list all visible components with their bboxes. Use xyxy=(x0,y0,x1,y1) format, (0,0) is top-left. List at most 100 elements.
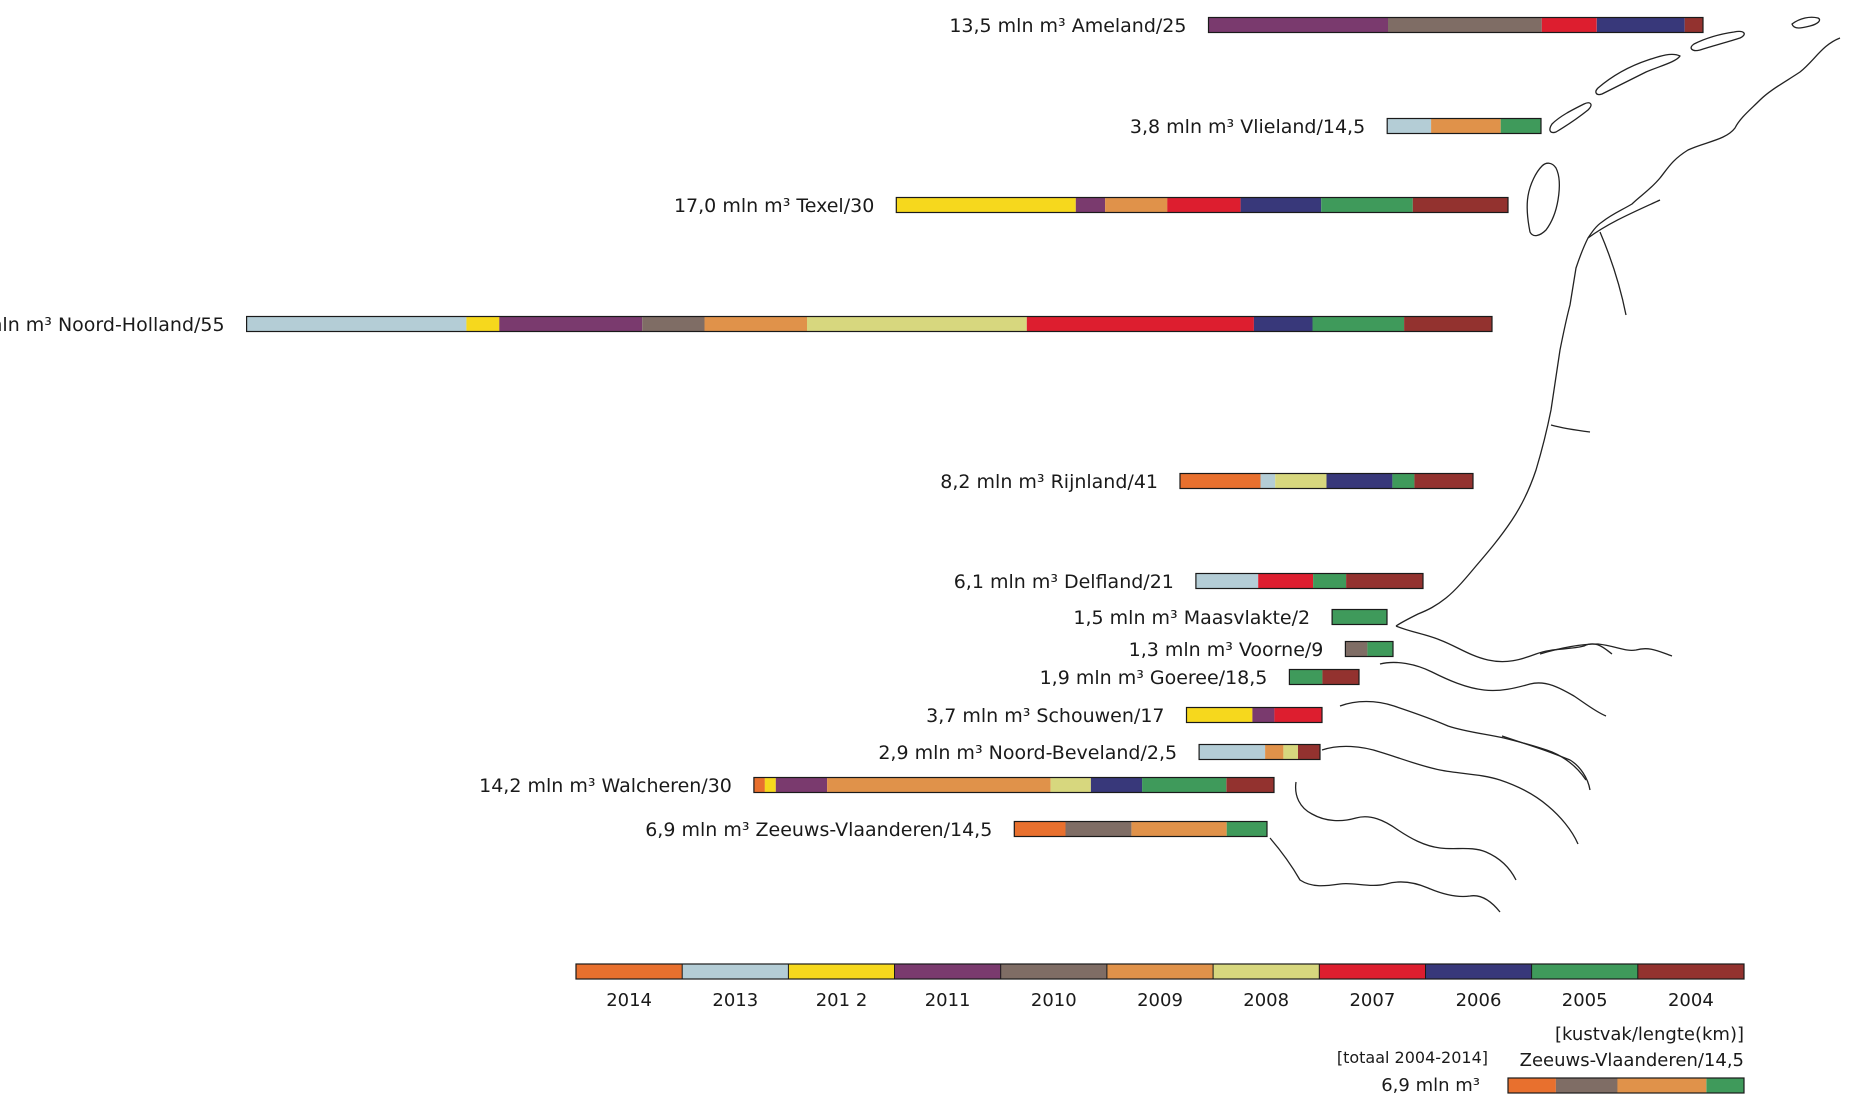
bar-segment-2010 xyxy=(1065,821,1132,837)
bar-segment-2005 xyxy=(1500,118,1541,134)
ameland-island xyxy=(1690,30,1745,52)
inland-line xyxy=(1599,231,1627,316)
bar-segment-2008 xyxy=(1050,777,1091,793)
bar-segment-2005 xyxy=(1312,316,1405,332)
legend-year-label: 2010 xyxy=(1031,990,1077,1011)
bar-row: 32,2 mln m³ Noord-Holland/55 xyxy=(0,314,1493,336)
bar-outline xyxy=(895,196,1509,214)
bar-segment-2008 xyxy=(807,316,1027,332)
bar-row: 3,8 mln m³ Vlieland/14,5 xyxy=(1130,116,1542,138)
example-bar xyxy=(1507,1077,1745,1094)
legend-year-label: 2005 xyxy=(1562,990,1608,1011)
legend-year-label: 201 2 xyxy=(816,990,868,1011)
bar-outline xyxy=(1185,706,1323,724)
bar-segment-2004 xyxy=(1322,669,1359,685)
row-label: 1,9 mln m³ Goeree/18,5 xyxy=(1040,667,1268,689)
row-label: 1,3 mln m³ Voorne/9 xyxy=(1129,639,1324,661)
bar-segment-2013 xyxy=(246,316,467,332)
row-label: 1,5 mln m³ Maasvlakte/2 xyxy=(1073,607,1310,629)
legend-swatch-2014 xyxy=(576,964,683,979)
example-name: Zeeuws-Vlaanderen/14,5 xyxy=(1520,1050,1744,1071)
bar-segment-2009 xyxy=(1105,197,1168,213)
bar-segment-2004 xyxy=(1414,473,1473,489)
bar-segment-2007 xyxy=(1274,707,1322,723)
bar-segment-2012 xyxy=(764,777,776,793)
bar-rows: 13,5 mln m³ Ameland/25 3,8 mln m³ Vlielan… xyxy=(0,15,1704,841)
bar-segment-2005 xyxy=(1313,573,1347,589)
legend-year-label: 2008 xyxy=(1243,990,1289,1011)
legend-swatch-2013 xyxy=(682,964,789,979)
goeree-island xyxy=(1379,661,1607,717)
beveland-island xyxy=(1321,745,1579,845)
bar-segment-2005 xyxy=(1332,609,1387,625)
bar-segment-2008 xyxy=(1275,473,1327,489)
bar-segment-2005 xyxy=(1367,641,1393,657)
bar-segment-2010 xyxy=(1388,17,1542,33)
bar-segment-2004 xyxy=(1684,17,1703,33)
bar-row: 8,2 mln m³ Rijnland/41 xyxy=(940,471,1474,493)
bar-row: 14,2 mln m³ Walcheren/30 xyxy=(479,775,1275,797)
bar-segment-2009 xyxy=(704,316,808,332)
coastline-map xyxy=(1269,16,1841,913)
bar-segment-2006 xyxy=(1090,777,1143,793)
row-label: 3,7 mln m³ Schouwen/17 xyxy=(926,705,1164,727)
bar-segment-2005 xyxy=(1289,669,1323,685)
row-label: 13,5 mln m³ Ameland/25 xyxy=(949,15,1186,37)
row-label: 32,2 mln m³ Noord-Holland/55 xyxy=(0,314,225,336)
bar-segment-2013 xyxy=(1387,118,1432,134)
bar-segment-2006 xyxy=(1240,197,1322,213)
bar-row: 6,9 mln m³ Zeeuws-Vlaanderen/14,5 xyxy=(645,819,1268,841)
bar-row: 1,5 mln m³ Maasvlakte/2 xyxy=(1073,607,1388,629)
bar-segment-2005 xyxy=(1321,197,1413,213)
row-label: 2,9 mln m³ Noord-Beveland/2,5 xyxy=(878,742,1177,764)
bar-segment-2004 xyxy=(1404,316,1492,332)
bar-segment-2004 xyxy=(1346,573,1423,589)
bar-outline xyxy=(1195,572,1424,590)
legend-outline xyxy=(575,963,1745,980)
bar-row: 3,7 mln m³ Schouwen/17 xyxy=(926,705,1323,727)
legend-year-label: 2014 xyxy=(606,990,652,1011)
bar-row: 6,1 mln m³ Delfland/21 xyxy=(954,571,1424,593)
legend-swatch-2005 xyxy=(1531,964,1638,979)
north-sea-canal xyxy=(1550,424,1591,433)
legend-year-label: 2013 xyxy=(712,990,758,1011)
bar-row: 1,9 mln m³ Goeree/18,5 xyxy=(1040,667,1360,689)
bar-row: 17,0 mln m³ Texel/30 xyxy=(674,195,1509,217)
bar-segment-2009 xyxy=(1131,821,1227,837)
legend-year-label: 2007 xyxy=(1349,990,1395,1011)
legend-year-label: 2004 xyxy=(1668,990,1714,1011)
bar-segment-2009 xyxy=(1431,118,1501,134)
legend-swatch-2011 xyxy=(894,964,1001,979)
bar-segment-2011 xyxy=(499,316,643,332)
bar-segment-2014 xyxy=(753,777,765,793)
mainland-coast xyxy=(1395,37,1841,627)
bar-segment-2009 xyxy=(827,777,1051,793)
row-label: 14,2 mln m³ Walcheren/30 xyxy=(479,775,732,797)
vlieland-island xyxy=(1549,102,1592,134)
bar-segment-2013 xyxy=(1199,744,1265,760)
zeeuws-vlaanderen xyxy=(1269,837,1501,913)
legend-year-label: 2009 xyxy=(1137,990,1183,1011)
bar-segment-2008 xyxy=(1283,744,1299,760)
schiermonnikoog-island xyxy=(1791,16,1821,29)
row-label: 6,1 mln m³ Delfland/21 xyxy=(954,571,1174,593)
bar-segment-2006 xyxy=(1596,17,1685,33)
bar-segment-2012 xyxy=(466,316,500,332)
bar-outline xyxy=(1386,117,1542,135)
bar-segment-2005 xyxy=(1392,473,1415,489)
legend-swatch-2007 xyxy=(1319,964,1426,979)
bar-outline xyxy=(1198,743,1321,761)
bar-segment-2011 xyxy=(775,777,828,793)
bar-segment-2014 xyxy=(1180,473,1261,489)
terschelling-island xyxy=(1595,53,1681,96)
bar-outline xyxy=(1013,820,1268,838)
bar-segment-2004 xyxy=(1412,197,1508,213)
bar-segment-2010 xyxy=(1345,641,1368,657)
row-label: 8,2 mln m³ Rijnland/41 xyxy=(940,471,1158,493)
bar-segment-2013 xyxy=(1260,473,1276,489)
example-segment-2014 xyxy=(1508,1078,1556,1093)
legend-swatch-2009 xyxy=(1106,964,1214,979)
bar-segment-2012 xyxy=(1186,707,1253,723)
example-header: [kustvak/lengte(km)] xyxy=(1555,1024,1744,1045)
